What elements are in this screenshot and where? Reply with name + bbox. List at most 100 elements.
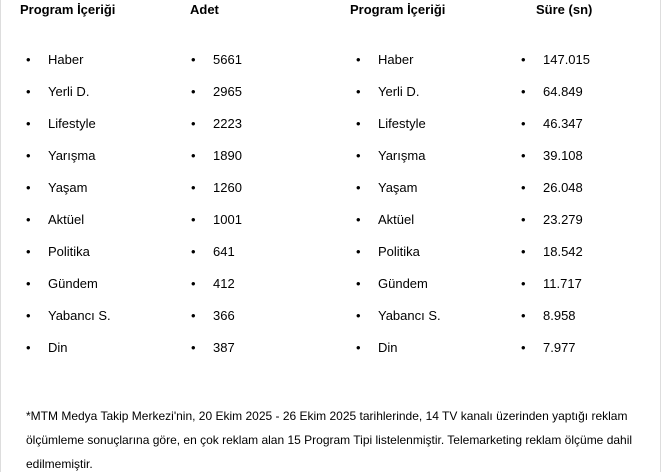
list-item-text: Haber xyxy=(48,52,84,67)
list-item-text: Yerli D. xyxy=(378,84,420,99)
list-item-text: Din xyxy=(48,340,68,355)
header-duration: Süre (sn) xyxy=(536,2,593,17)
left-program-item: • Yaşam xyxy=(26,180,176,196)
left-program-item: • Din xyxy=(26,340,176,356)
right-program-item: • Lifestyle xyxy=(356,116,506,132)
list-item-text: Haber xyxy=(378,52,414,67)
right-duration-item: • 18.542 xyxy=(521,244,661,260)
list-item-text: Din xyxy=(378,340,398,355)
list-item-text: Yarışma xyxy=(48,148,96,163)
left-program-item: • Aktüel xyxy=(26,212,176,228)
list-item-text: 1001 xyxy=(213,212,242,227)
bullet-icon: • xyxy=(521,212,526,227)
list-item-text: Yaşam xyxy=(48,180,88,195)
bullet-icon: • xyxy=(26,244,31,259)
header-count: Adet xyxy=(190,2,219,17)
list-item-text: 46.347 xyxy=(543,116,583,131)
left-count-item: • 1260 xyxy=(191,180,341,196)
list-item-text: Yarışma xyxy=(378,148,426,163)
bullet-icon: • xyxy=(356,244,361,259)
bullet-icon: • xyxy=(356,180,361,195)
right-program-item: • Din xyxy=(356,340,506,356)
list-item-text: 39.108 xyxy=(543,148,583,163)
left-program-item: • Yerli D. xyxy=(26,84,176,100)
left-count-item: • 1890 xyxy=(191,148,341,164)
list-item-text: Yabancı S. xyxy=(48,308,111,323)
list-item-text: Lifestyle xyxy=(48,116,96,131)
right-duration-item: • 26.048 xyxy=(521,180,661,196)
bullet-icon: • xyxy=(26,52,31,67)
bullet-icon: • xyxy=(521,180,526,195)
left-program-item: • Haber xyxy=(26,52,176,68)
list-item-text: 387 xyxy=(213,340,235,355)
left-program-item: • Politika xyxy=(26,244,176,260)
bullet-icon: • xyxy=(521,84,526,99)
bullet-icon: • xyxy=(191,52,196,67)
bullet-icon: • xyxy=(356,212,361,227)
bullet-icon: • xyxy=(356,116,361,131)
right-duration-item: • 11.717 xyxy=(521,276,661,292)
header-program-right: Program İçeriği xyxy=(350,2,446,17)
right-program-item: • Aktüel xyxy=(356,212,506,228)
list-item-text: 2223 xyxy=(213,116,242,131)
bullet-icon: • xyxy=(521,340,526,355)
list-item-text: Yerli D. xyxy=(48,84,90,99)
right-duration-item: • 23.279 xyxy=(521,212,661,228)
bullet-icon: • xyxy=(26,212,31,227)
right-duration-item: • 147.015 xyxy=(521,52,661,68)
bullet-icon: • xyxy=(191,244,196,259)
list-item-text: 1260 xyxy=(213,180,242,195)
bullet-icon: • xyxy=(26,116,31,131)
header-program-left: Program İçeriği xyxy=(20,2,116,17)
bullet-icon: • xyxy=(356,276,361,291)
bullet-icon: • xyxy=(26,148,31,163)
right-program-item: • Yerli D. xyxy=(356,84,506,100)
list-item-text: Aktüel xyxy=(378,212,415,227)
list-item-text: Yabancı S. xyxy=(378,308,441,323)
right-program-item: • Haber xyxy=(356,52,506,68)
list-item-text: 147.015 xyxy=(543,52,590,67)
left-count-item: • 366 xyxy=(191,308,341,324)
list-item-text: 641 xyxy=(213,244,235,259)
left-program-item: • Yabancı S. xyxy=(26,308,176,324)
list-item-text: 7.977 xyxy=(543,340,576,355)
bullet-icon: • xyxy=(191,148,196,163)
bullet-icon: • xyxy=(356,148,361,163)
left-program-item: • Gündem xyxy=(26,276,176,292)
bullet-icon: • xyxy=(191,116,196,131)
list-item-text: 26.048 xyxy=(543,180,583,195)
bullet-icon: • xyxy=(191,308,196,323)
left-count-item: • 641 xyxy=(191,244,341,260)
right-program-item: • Gündem xyxy=(356,276,506,292)
list-item-text: 11.717 xyxy=(543,276,582,291)
right-program-item: • Yarışma xyxy=(356,148,506,164)
left-count-item: • 1001 xyxy=(191,212,341,228)
list-item-text: 64.849 xyxy=(543,84,583,99)
left-count-item: • 412 xyxy=(191,276,341,292)
bullet-icon: • xyxy=(521,116,526,131)
footnote: *MTM Medya Takip Merkezi'nin, 20 Ekim 20… xyxy=(26,409,633,471)
list-item-text: Gündem xyxy=(378,276,428,291)
left-count-item: • 2965 xyxy=(191,84,341,100)
right-duration-item: • 8.958 xyxy=(521,308,661,324)
list-item-text: Politika xyxy=(378,244,420,259)
list-item-text: 8.958 xyxy=(543,308,576,323)
list-item-text: 1890 xyxy=(213,148,242,163)
list-item-text: 23.279 xyxy=(543,212,583,227)
bullet-icon: • xyxy=(26,276,31,291)
left-count-item: • 5661 xyxy=(191,52,341,68)
left-program-item: • Lifestyle xyxy=(26,116,176,132)
right-duration-item: • 7.977 xyxy=(521,340,661,356)
list-item-text: Gündem xyxy=(48,276,98,291)
list-item-text: 5661 xyxy=(213,52,242,67)
list-item-text: 2965 xyxy=(213,84,242,99)
list-item-text: 412 xyxy=(213,276,235,291)
bullet-icon: • xyxy=(356,308,361,323)
right-program-item: • Politika xyxy=(356,244,506,260)
left-count-item: • 387 xyxy=(191,340,341,356)
right-program-item: • Yaşam xyxy=(356,180,506,196)
bullet-icon: • xyxy=(356,52,361,67)
bullet-icon: • xyxy=(521,148,526,163)
bullet-icon: • xyxy=(356,84,361,99)
